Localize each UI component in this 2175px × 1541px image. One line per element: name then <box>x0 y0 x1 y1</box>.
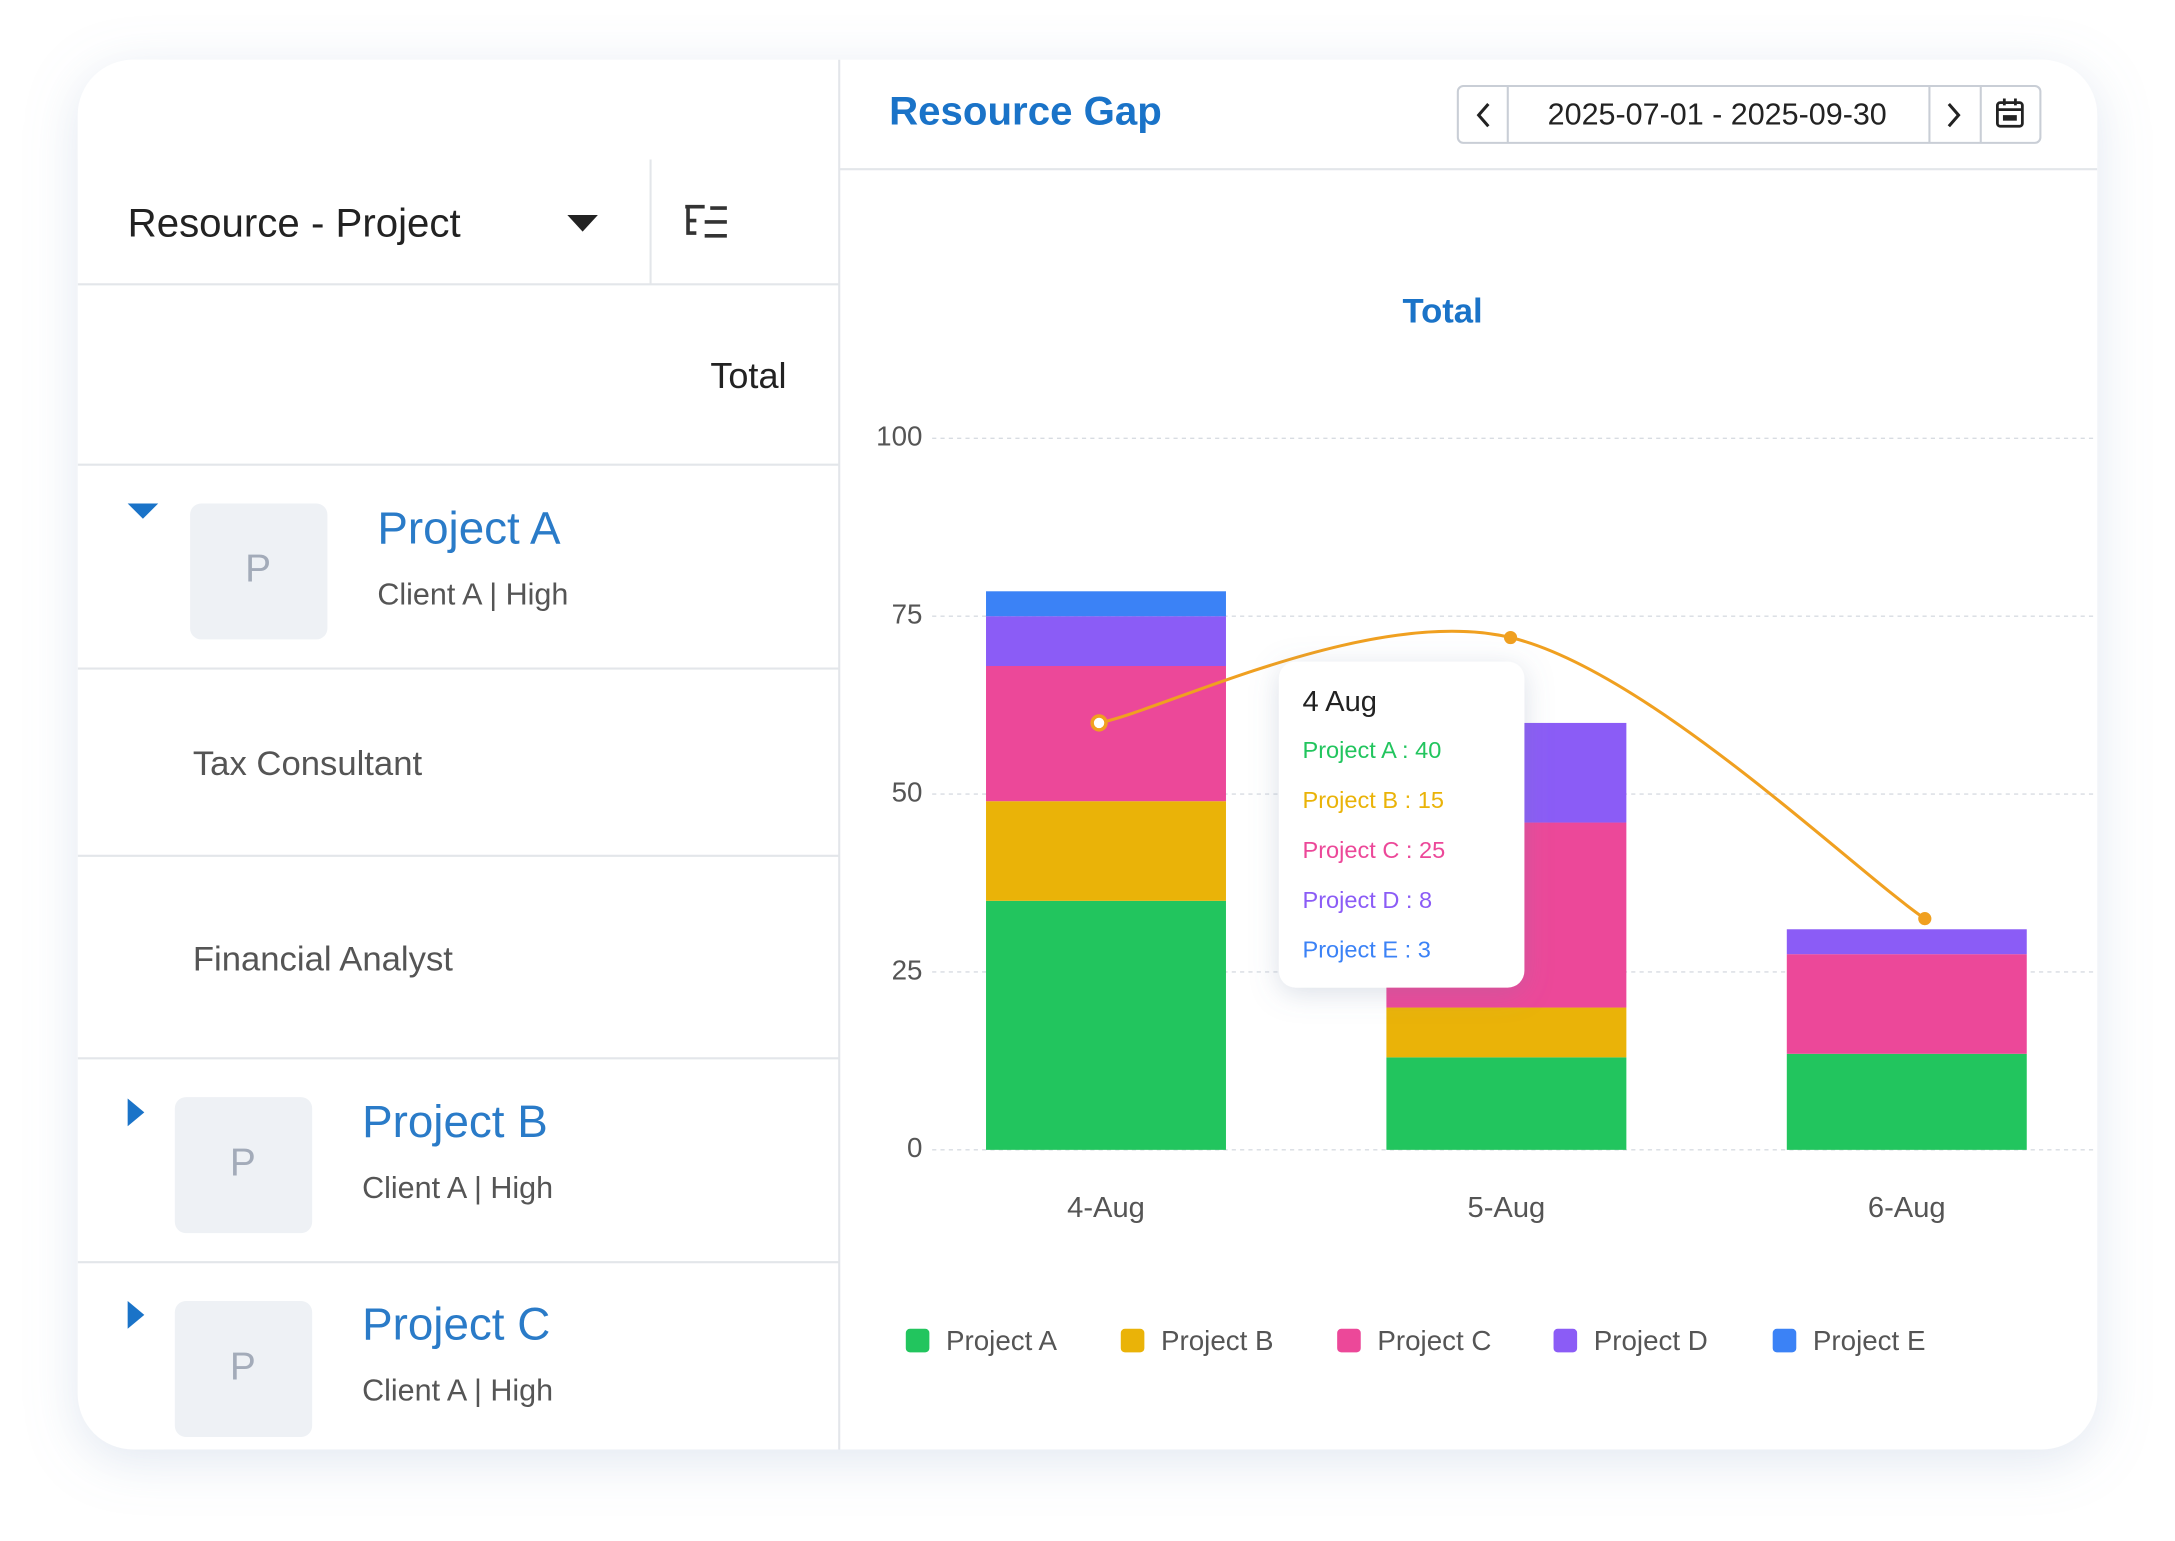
trend-point <box>1090 714 1108 732</box>
chart: 0 25 50 75 100 4-Aug 5-Aug 6-Aug Project A Projec… <box>876 421 2098 1356</box>
collapse-caret[interactable] <box>127 503 159 519</box>
avatar <box>174 1301 313 1437</box>
tooltip-box <box>1278 661 1525 988</box>
project-title[interactable]: Project C <box>362 1298 550 1349</box>
expand-caret[interactable] <box>127 1301 145 1329</box>
bar-segment <box>986 616 1226 667</box>
bar-segment <box>1786 929 2027 955</box>
column-header: Total <box>710 355 786 396</box>
avatar <box>174 1097 313 1234</box>
legend-swatch <box>1772 1328 1797 1353</box>
chart-title: Total <box>1402 293 1482 331</box>
avatar-letter: P <box>245 548 271 591</box>
tooltip-item: Project A : 40 <box>1302 737 1441 763</box>
project-subtitle: Client A | High <box>362 1374 553 1408</box>
project-subtitle: Client A | High <box>362 1171 553 1205</box>
legend-label: Project D <box>1594 1325 1708 1356</box>
legend-swatch <box>1337 1328 1361 1353</box>
y-tick-label: 0 <box>907 1132 922 1163</box>
legend-label: Project C <box>1377 1325 1491 1356</box>
project-title[interactable]: Project A <box>377 502 561 553</box>
date-box <box>1456 84 2042 144</box>
legend-label: Project A <box>946 1325 1057 1356</box>
bar-segment <box>1786 954 2027 1054</box>
y-tick-label: 25 <box>892 954 923 985</box>
legend-swatch <box>905 1328 930 1353</box>
date-range[interactable]: 2025-07-01 - 2025-09-30 <box>1548 98 1887 132</box>
project-subtitle: Client A | High <box>377 577 568 611</box>
avatar <box>190 503 328 640</box>
bar-segment <box>1386 1057 1627 1150</box>
date-picker: 2025-07-01 - 2025-09-30 <box>1456 84 2042 144</box>
bar-segment <box>986 801 1226 901</box>
tooltip-item: Project E : 3 <box>1302 937 1430 963</box>
tooltip-item: Project D : 8 <box>1302 887 1432 913</box>
legend-swatch <box>1120 1328 1145 1353</box>
tooltip <box>1278 661 1525 988</box>
calendar-button[interactable] <box>1996 98 2024 128</box>
avatar-letter: P <box>230 1141 256 1184</box>
prev-button[interactable] <box>1476 103 1490 128</box>
dropdown-caret[interactable] <box>567 214 598 232</box>
trend-point <box>1918 912 1932 926</box>
bar-segment <box>986 900 1226 1150</box>
expand-caret[interactable] <box>127 1098 145 1127</box>
tree-icon[interactable] <box>685 204 727 238</box>
legend-swatch <box>1553 1328 1578 1353</box>
view-select[interactable]: Resource - Project <box>128 201 598 246</box>
bar-segment <box>986 666 1226 802</box>
tooltip-item: Project B : 15 <box>1302 787 1443 813</box>
tooltip-content: 4 Aug Project A : 40 Project B : 15 Projec… <box>1302 686 1445 963</box>
tooltip-title: 4 Aug <box>1302 686 1376 718</box>
avatar-letter: P <box>230 1345 256 1388</box>
legend-label: Project E <box>1813 1325 1926 1356</box>
role-label: Tax Consultant <box>193 745 423 783</box>
x-tick-label: 6-Aug <box>1868 1192 1946 1224</box>
view-label[interactable]: Resource - Project <box>128 201 461 246</box>
y-tick-label: 75 <box>892 599 923 630</box>
role-label: Financial Analyst <box>193 940 453 978</box>
y-tick-label: 50 <box>892 776 923 807</box>
y-tick-label: 100 <box>876 421 922 452</box>
legend-label: Project B <box>1161 1325 1274 1356</box>
trend-point <box>1503 630 1518 645</box>
project-title[interactable]: Project B <box>362 1096 548 1147</box>
page-title: Resource Gap <box>889 88 1162 133</box>
tooltip-item: Project C : 25 <box>1302 837 1445 863</box>
bar-segment <box>986 591 1226 617</box>
bar-segment <box>1786 1053 2027 1150</box>
bar-segment <box>1386 1007 1627 1058</box>
x-tick-label: 5-Aug <box>1468 1192 1546 1224</box>
x-tick-label: 4-Aug <box>1067 1192 1145 1224</box>
next-button[interactable] <box>1947 103 1961 128</box>
